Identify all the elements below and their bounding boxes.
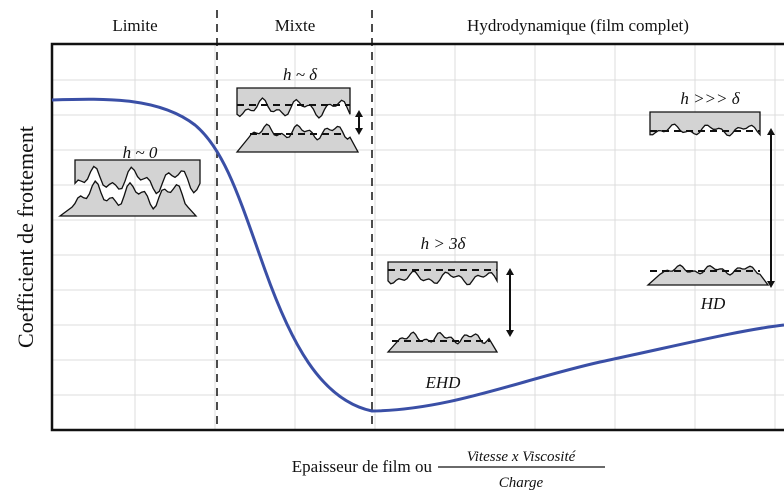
annotation: h ~ 0 — [123, 143, 158, 162]
grid — [52, 44, 784, 430]
upper-surface — [74, 159, 201, 195]
plot-frame — [50, 42, 784, 432]
annotation: h >>> δ — [680, 89, 740, 108]
lower-surface — [386, 331, 499, 353]
region-label: Hydrodynamique (film complet) — [467, 16, 689, 35]
arrow-head — [506, 268, 514, 337]
friction-curve — [51, 97, 784, 413]
upper-surface — [236, 87, 351, 119]
annotation: h > 3δ — [421, 234, 467, 253]
region-label: Mixte — [275, 16, 316, 35]
lower-surface — [58, 180, 198, 217]
x-axis-denominator: Charge — [499, 475, 544, 491]
arrow-head — [355, 110, 363, 135]
region-label: Limite — [112, 16, 157, 35]
annotation: EHD — [425, 373, 462, 392]
upper-surface — [387, 261, 498, 286]
lower-surface — [235, 123, 360, 153]
x-axis-label: Epaisseur de film ou — [292, 457, 433, 476]
annotation: h ~ δ — [283, 65, 318, 84]
x-axis-numerator: Vitesse x Viscosité — [467, 449, 577, 465]
lower-surface — [646, 264, 770, 286]
surfaces — [58, 87, 775, 353]
annotation: HD — [700, 294, 726, 313]
y-axis-label: Coefficient de frottement — [13, 126, 38, 348]
upper-surface — [649, 111, 761, 137]
